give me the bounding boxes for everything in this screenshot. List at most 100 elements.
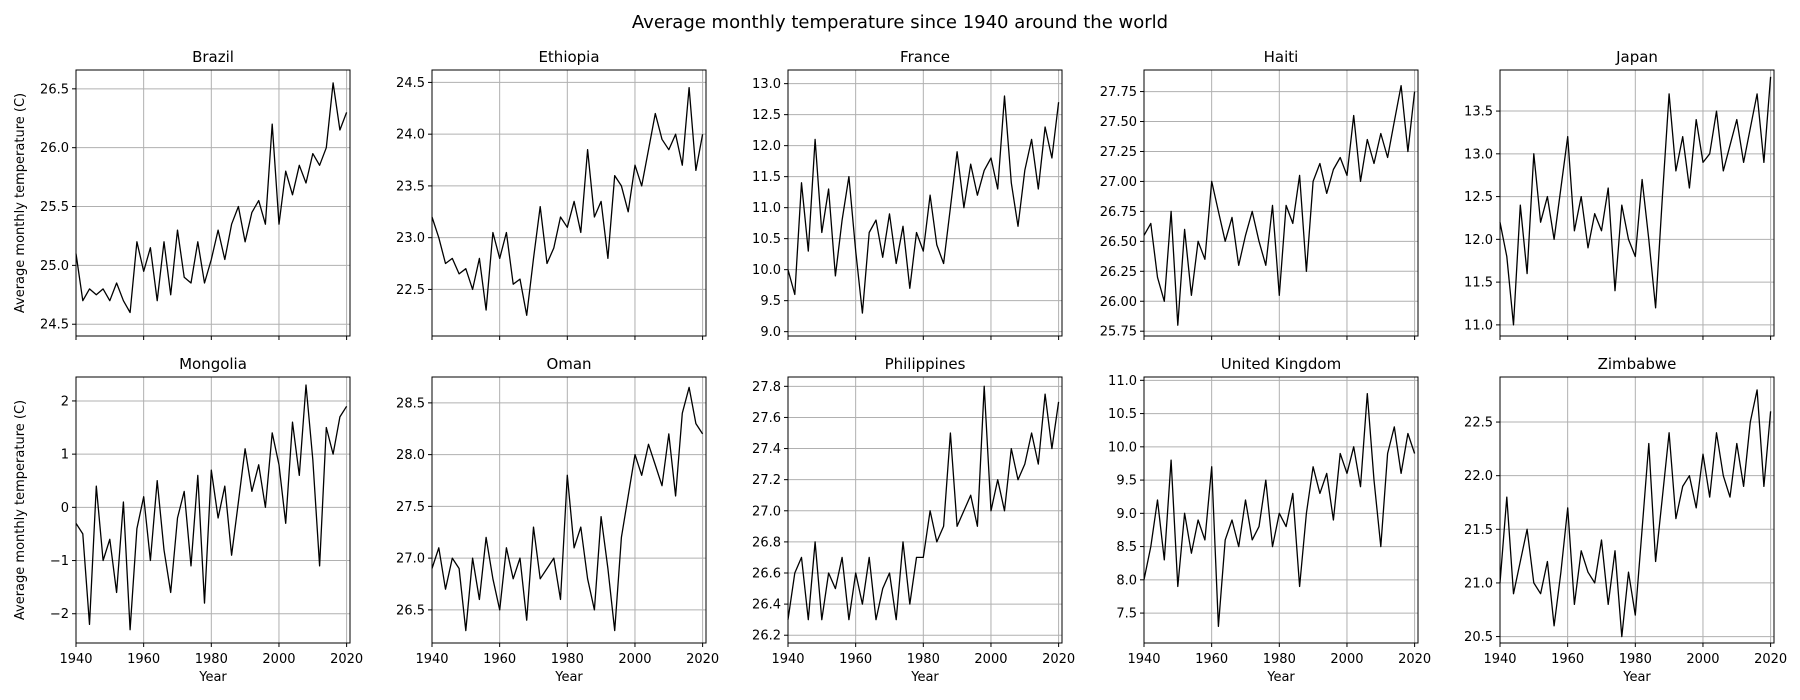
panel-haiti: 25.75 26.00 26.25 26.50 26.75 27.00 27.25 27.50… [1100, 48, 1419, 340]
y-tick-label: 26.4 [752, 598, 781, 613]
x-tick-label: 1980 [195, 652, 228, 667]
y-tick-label: 9.0 [1116, 507, 1137, 522]
x-axis-ticks: 1940 1960 1980 2000 2020 [59, 643, 363, 667]
grid [75, 377, 350, 643]
y-tick-label: −1 [50, 554, 69, 569]
y-tick-label: 20.5 [1464, 630, 1493, 645]
y-tick-label: 26.00 [1100, 295, 1137, 310]
y-axis-label: Average monthly temperature (C) [13, 93, 28, 313]
y-tick-label: 27.25 [1100, 145, 1137, 160]
x-axis-ticks [1499, 336, 1772, 340]
y-tick-label: 27.0 [752, 504, 781, 519]
y-tick-label: 10.0 [752, 263, 781, 278]
x-axis-label: Year [1266, 670, 1295, 685]
axes-frame [787, 69, 1063, 337]
axes-frame [431, 376, 707, 644]
y-tick-label: 27.2 [752, 473, 781, 488]
axes-frame [431, 69, 707, 337]
axes-frame [1143, 69, 1419, 337]
y-tick-label: 26.5 [40, 82, 69, 97]
grid [431, 70, 706, 336]
x-axis-ticks: 1940 1960 1980 2000 2020 [1483, 643, 1787, 667]
y-tick-label: 26.2 [752, 629, 781, 644]
y-tick-label: 23.0 [396, 231, 425, 246]
series-line [787, 95, 1060, 314]
y-tick-label: 12.5 [752, 108, 781, 123]
panel-title: Zimbabwe [1598, 355, 1677, 373]
y-tick-label: 21.0 [1464, 576, 1493, 591]
series-line [431, 386, 704, 632]
x-tick-label: 1980 [1263, 652, 1296, 667]
series-line [1143, 392, 1416, 628]
y-tick-label: 11.0 [1464, 318, 1493, 333]
grid [431, 377, 706, 643]
figure-title: Average monthly temperature since 1940 a… [632, 12, 1168, 33]
x-tick-label: 1960 [483, 652, 516, 667]
y-axis-ticks: 9.0 9.5 10.0 10.5 11.0 11.5 12.0 12.5 13.0 [752, 77, 788, 340]
x-tick-label: 2020 [1398, 652, 1431, 667]
x-tick-label: 1960 [1195, 652, 1228, 667]
x-tick-label: 2000 [974, 652, 1007, 667]
panel-title: France [900, 48, 950, 66]
panel-united-kingdom: 7.5 8.0 8.5 9.0 9.5 10.0 10.5 11.0 1940 1960 1980 2… [1108, 355, 1431, 685]
panel-title: Mongolia [179, 355, 247, 373]
panel-france: 9.0 9.5 10.0 10.5 11.0 11.5 12.0 12.5 13.0 France [752, 48, 1063, 340]
y-tick-label: 9.0 [760, 325, 781, 340]
x-axis-label: Year [910, 670, 939, 685]
series-line [787, 385, 1060, 621]
y-tick-label: −2 [50, 607, 69, 622]
y-tick-label: 22.5 [1464, 416, 1493, 431]
y-tick-label: 22.5 [396, 283, 425, 298]
y-tick-label: 7.5 [1116, 607, 1137, 622]
y-tick-label: 27.50 [1100, 115, 1137, 130]
y-tick-label: 26.25 [1100, 265, 1137, 280]
y-tick-label: 9.5 [1116, 474, 1137, 489]
panel-title: Oman [546, 355, 591, 373]
y-tick-label: 25.0 [40, 259, 69, 274]
x-tick-label: 1940 [771, 652, 804, 667]
y-tick-label: 27.75 [1100, 85, 1137, 100]
x-tick-label: 1940 [59, 652, 92, 667]
y-axis-ticks: 24.5 25.0 25.5 26.0 26.5 [40, 82, 76, 333]
x-tick-label: 2000 [1686, 652, 1719, 667]
y-tick-label: 27.0 [396, 552, 425, 567]
grid [1499, 377, 1774, 643]
x-tick-label: 2000 [1330, 652, 1363, 667]
x-tick-label: 2000 [262, 652, 295, 667]
y-tick-label: 12.5 [1464, 190, 1493, 205]
x-axis-ticks: 1940 1960 1980 2000 2020 [1127, 643, 1431, 667]
y-tick-label: 27.6 [752, 411, 781, 426]
y-tick-label: 27.00 [1100, 175, 1137, 190]
x-axis-ticks: 1940 1960 1980 2000 2020 [771, 643, 1075, 667]
panel-title: Brazil [192, 48, 234, 66]
x-axis-label: Year [554, 670, 583, 685]
panel-title: United Kingdom [1221, 355, 1341, 373]
grid [1499, 70, 1774, 336]
y-tick-label: 26.75 [1100, 205, 1137, 220]
panel-ethiopia: 22.5 23.0 23.5 24.0 24.5 Ethiopia [396, 48, 707, 340]
y-axis-ticks: 20.5 21.0 21.5 22.0 22.5 [1464, 416, 1500, 645]
panel-title: Japan [1615, 48, 1658, 66]
axes-frame [75, 69, 351, 337]
panel-title: Philippines [885, 355, 966, 373]
series-line [1143, 84, 1416, 326]
y-tick-label: 12.0 [752, 139, 781, 154]
y-axis-ticks: 26.2 26.4 26.6 26.8 27.0 27.2 27.4 27.6 27.8 [752, 380, 788, 644]
y-tick-label: 25.5 [40, 200, 69, 215]
x-axis-ticks [431, 336, 704, 340]
axes-frame [1499, 376, 1775, 644]
y-tick-label: 24.5 [396, 76, 425, 91]
x-tick-label: 1980 [1619, 652, 1652, 667]
y-tick-label: 11.0 [752, 201, 781, 216]
y-tick-label: 13.0 [752, 77, 781, 92]
y-tick-label: 11.5 [1464, 276, 1493, 291]
y-tick-label: 21.5 [1464, 523, 1493, 538]
panel-zimbabwe: 20.5 21.0 21.5 22.0 22.5 1940 1960 1980 2000 2020… [1464, 355, 1787, 685]
x-tick-label: 1940 [1483, 652, 1516, 667]
x-tick-label: 2020 [330, 652, 363, 667]
x-axis-label: Year [1622, 670, 1651, 685]
y-axis-label: Average monthly temperature (C) [13, 400, 28, 620]
y-tick-label: 11.0 [1108, 374, 1137, 389]
y-tick-label: 26.8 [752, 535, 781, 550]
